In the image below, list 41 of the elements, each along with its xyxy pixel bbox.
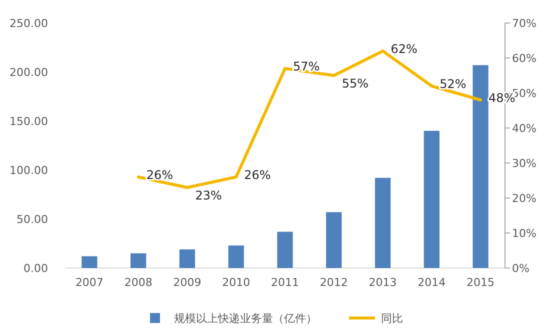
bar bbox=[374, 178, 391, 268]
x-tick-label: 2012 bbox=[320, 276, 348, 289]
y2-tick-label: 60% bbox=[512, 52, 536, 65]
data-label: 55% bbox=[342, 76, 369, 90]
x-tick-label: 2008 bbox=[124, 276, 152, 289]
y2-tick-label: 0% bbox=[512, 262, 530, 275]
bar bbox=[179, 249, 196, 268]
x-tick-label: 2013 bbox=[368, 276, 397, 289]
data-label: 23% bbox=[195, 188, 222, 202]
data-label: 52% bbox=[440, 77, 466, 91]
y2-tick-label: 30% bbox=[512, 157, 536, 170]
bar bbox=[130, 253, 146, 268]
bar bbox=[326, 212, 342, 268]
data-label: 48% bbox=[488, 91, 516, 105]
data-label: 62% bbox=[390, 42, 418, 56]
x-tick-label: 2009 bbox=[173, 276, 202, 289]
y2-tick-label: 40% bbox=[512, 122, 536, 135]
x-tick-label: 2007 bbox=[75, 276, 104, 289]
data-label: 26% bbox=[146, 168, 174, 182]
bar bbox=[424, 130, 440, 268]
legend-label: 规模以上快递业务量（亿件） bbox=[174, 312, 317, 325]
x-tick-label: 2011 bbox=[271, 276, 299, 289]
bar bbox=[228, 245, 244, 268]
y-tick-label: 150.00 bbox=[10, 115, 48, 128]
y2-tick-label: 70% bbox=[512, 17, 536, 30]
y2-tick-label: 20% bbox=[512, 192, 536, 205]
y-tick-label: 0.00 bbox=[24, 262, 48, 275]
bar bbox=[472, 65, 488, 268]
x-tick-label: 2010 bbox=[222, 276, 250, 289]
x-tick-label: 2014 bbox=[418, 276, 446, 289]
data-label: 57% bbox=[293, 60, 320, 74]
x-tick-label: 2015 bbox=[466, 276, 495, 289]
legend-label: 同比 bbox=[381, 312, 403, 325]
y2-tick-label: 10% bbox=[512, 227, 536, 240]
bar bbox=[82, 256, 98, 268]
y-tick-label: 250.00 bbox=[10, 17, 48, 30]
y-tick-label: 100.00 bbox=[10, 164, 48, 177]
data-label: 26% bbox=[244, 168, 271, 182]
y-tick-label: 200.00 bbox=[10, 66, 48, 79]
y-tick-label: 50.00 bbox=[16, 213, 48, 226]
bar bbox=[277, 232, 293, 268]
